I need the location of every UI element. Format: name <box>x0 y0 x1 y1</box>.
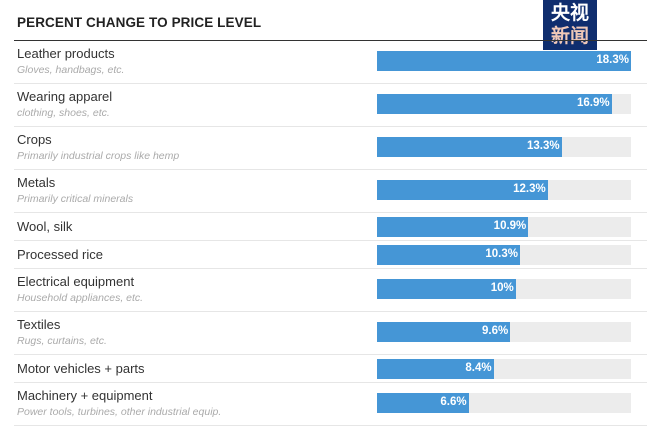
bar-row: Wearing apparel clothing, shoes, etc. 16.9… <box>14 84 647 127</box>
category-label: Electrical equipment <box>17 274 135 289</box>
category-sublabel: Rugs, curtains, etc. <box>17 335 107 347</box>
category-label: Metals <box>17 175 56 190</box>
bar-rows: Leather products Gloves, handbags, etc. 18… <box>14 41 647 426</box>
data-label: 8.4% <box>465 362 492 374</box>
bar-row: Wool, silk 10.9% <box>14 213 647 241</box>
bar-row: Electrical equipment Household appliances… <box>14 269 647 312</box>
category-sublabel: Household appliances, etc. <box>17 292 144 304</box>
category-label: Wool, silk <box>17 219 73 234</box>
bar-row: Metals Primarily critical minerals 12.3% <box>14 170 647 213</box>
category-label: Textiles <box>17 317 61 332</box>
bar-track: 10.9% <box>377 217 631 237</box>
data-label: 12.3% <box>513 183 546 195</box>
bar: 6.6% <box>377 393 469 413</box>
bar-track: 9.6% <box>377 322 631 342</box>
header-divider <box>14 40 647 41</box>
category-sublabel: clothing, shoes, etc. <box>17 107 110 119</box>
data-label: 13.3% <box>526 140 560 152</box>
bar-track: 8.4% <box>377 359 631 379</box>
bar-track: 12.3% <box>377 180 631 200</box>
category-sublabel: Gloves, handbags, etc. <box>17 64 125 76</box>
category-sublabel: Primarily industrial crops like hemp <box>17 150 180 162</box>
category-label: Processed rice <box>17 247 103 262</box>
watermark-logo: 央视 新闻 <box>543 0 597 50</box>
category-label: Machinery + equipment <box>17 388 153 403</box>
bar: 18.3% <box>377 51 631 71</box>
data-label: 10.3% <box>485 248 518 260</box>
data-label: 6.6% <box>440 396 467 408</box>
bar: 10.9% <box>377 217 529 237</box>
category-sublabel: Power tools, turbines, other industrial … <box>17 406 222 418</box>
bar: 13.3% <box>377 137 562 157</box>
bar-track: 16.9% <box>377 94 631 114</box>
bar: 10% <box>377 279 516 299</box>
bar-track: 18.3% <box>377 51 631 71</box>
data-label: 18.3% <box>596 54 629 66</box>
chart-title: PERCENT CHANGE TO PRICE LEVEL <box>17 15 262 30</box>
category-label: Leather products <box>17 46 115 61</box>
category-label: Crops <box>17 132 52 147</box>
bar-track: 6.6% <box>377 393 631 413</box>
bar: 12.3% <box>377 180 548 200</box>
bar-row: Leather products Gloves, handbags, etc. 18… <box>14 41 647 84</box>
bar: 9.6% <box>377 322 511 342</box>
bar-track: 10.3% <box>377 245 631 265</box>
data-label: 9.6% <box>482 325 509 337</box>
bar-row: Textiles Rugs, curtains, etc. 9.6% <box>14 312 647 355</box>
bar-row: Motor vehicles + parts 8.4% <box>14 355 647 383</box>
category-label: Motor vehicles + parts <box>17 361 145 376</box>
bar-track: 10% <box>377 279 631 299</box>
bar-row: Machinery + equipment Power tools, turbin… <box>14 383 647 426</box>
bar: 16.9% <box>377 94 612 114</box>
data-label: 10.9% <box>493 220 527 232</box>
bar: 10.3% <box>377 245 520 265</box>
data-label: 16.9% <box>576 97 610 109</box>
category-sublabel: Primarily critical minerals <box>17 193 134 205</box>
bar-track: 13.3% <box>377 137 631 157</box>
bar-row: Processed rice 10.3% <box>14 241 647 269</box>
category-label: Wearing apparel <box>17 89 113 104</box>
data-label: 10% <box>490 282 514 294</box>
bar: 8.4% <box>377 359 494 379</box>
bar-row: Crops Primarily industrial crops like hem… <box>14 127 647 170</box>
